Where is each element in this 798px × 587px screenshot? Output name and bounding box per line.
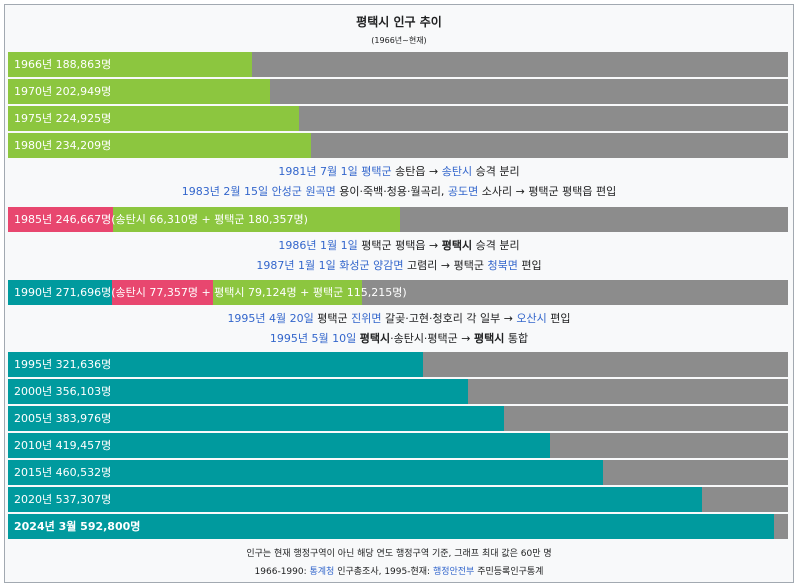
population-chart: 평택시 인구 추이 (1966년~현재) 1966년 188,863명 1970년… (4, 4, 794, 583)
note-text: 편입 (517, 259, 542, 272)
note-bold: 평택시 (441, 239, 473, 252)
bar-segment-송탄시 (8, 207, 113, 232)
note-date-link[interactable]: 1981년 7월 1일 (278, 165, 358, 178)
note-date-link[interactable]: 1995년 4월 20일 (227, 312, 314, 325)
footnote-2: 1966-1990: 통계청 인구총조사, 1995-현재: 행정안전부 주민등… (5, 564, 793, 577)
note-text: ·송탄시·평택군 → (390, 332, 475, 345)
foot-text: 1966-1990: (254, 567, 310, 577)
bar-label: 1985년 246,667명(송탄시 66,310명 + 평택군 180,357… (14, 213, 308, 226)
note-place-link[interactable]: 화성군 (339, 259, 370, 272)
bar-label: 2015년 460,532명 (14, 466, 112, 479)
bar-row-2005: 2005년 383,976명 (8, 406, 788, 431)
bar-label: 2020년 537,307명 (14, 493, 112, 506)
note-text: 평택군 평택읍 → (357, 239, 442, 252)
source-link[interactable]: 행정안전부 (432, 567, 475, 577)
chart-title: 평택시 인구 추이 (356, 15, 442, 29)
note-place-link[interactable]: 청북면 (487, 259, 518, 272)
bar-fill (8, 106, 299, 131)
bar-row-1995: 1995년 321,636명 (8, 352, 788, 377)
bar-label: 1975년 224,925명 (14, 112, 112, 125)
bar-fill (8, 352, 423, 377)
footnote-1: 인구는 현재 행정구역이 아닌 해당 연도 행정구역 기준, 그래프 최대 값은… (246, 549, 552, 559)
note-place-link[interactable]: 송탄시 (441, 165, 473, 178)
note-text: 승격 분리 (472, 165, 520, 178)
note-1987: 1987년 1월 1일 화성군 양감면 고렴리 → 평택군 청북면 편입 (5, 257, 793, 273)
note-place-link[interactable]: 공도면 (447, 185, 479, 198)
note-text: 소사리 → 평택군 평택읍 편입 (478, 185, 617, 198)
note-1981: 1981년 7월 1일 평택군 송탄읍 → 송탄시 승격 분리 (5, 163, 793, 179)
bar-fill (8, 406, 504, 431)
note-date-link[interactable]: 1983년 2월 15일 (181, 185, 269, 198)
bar-segment-송탄시 (112, 280, 213, 305)
bar-label: 1970년 202,949명 (14, 85, 112, 98)
bar-label: 1995년 321,636명 (14, 358, 112, 371)
note-date-link[interactable]: 1995년 5월 10일 (269, 332, 357, 345)
note-date-link[interactable]: 1987년 1월 1일 (256, 259, 336, 272)
note-1995a: 1995년 4월 20일 평택군 진위면 갈곶·고현·청호리 각 일부 → 오산… (5, 310, 793, 326)
note-text: 편입 (546, 312, 571, 325)
bar-row-1990: 1990년 271,696명(송탄시 77,357명 + 평택시 79,124명… (8, 280, 788, 305)
bar-label: 1990년 271,696명(송탄시 77,357명 + 평택시 79,124명… (14, 286, 407, 299)
note-place-link[interactable]: 양감면 (373, 259, 404, 272)
bar-label: 2000년 356,103명 (14, 385, 112, 398)
bar-row-1970: 1970년 202,949명 (8, 79, 788, 104)
note-place-link[interactable]: 평택군 (361, 165, 392, 178)
bar-fill (8, 133, 311, 158)
bar-segment-평택군 (113, 207, 400, 232)
note-place-link[interactable]: 원곡면 (305, 185, 336, 198)
bar-label: 2005년 383,976명 (14, 412, 112, 425)
note-text: 평택군 (313, 312, 352, 325)
note-text: 갈곶·고현·청호리 각 일부 → (381, 312, 517, 325)
bar-row-2020: 2020년 537,307명 (8, 487, 788, 512)
bar-row-2000: 2000년 356,103명 (8, 379, 788, 404)
note-text: 용이·죽백·청용·월곡리, (335, 185, 448, 198)
bar-row-1975: 1975년 224,925명 (8, 106, 788, 131)
source-link[interactable]: 통계청 (309, 567, 335, 577)
bar-fill (8, 433, 550, 458)
bar-segment-평택시 (213, 280, 362, 305)
foot-text: 주민등록인구통계 (474, 567, 544, 577)
note-place-link[interactable]: 진위면 (351, 312, 382, 325)
note-place-link[interactable]: 안성군 (271, 185, 302, 198)
bar-label: 1980년 234,209명 (14, 139, 112, 152)
note-text: 송탄읍 → (391, 165, 442, 178)
bar-label: 2010년 419,457명 (14, 439, 112, 452)
note-text: 승격 분리 (472, 239, 520, 252)
bar-fill (8, 79, 270, 104)
bar-fill (8, 514, 774, 539)
note-bold: 평택시 (359, 332, 391, 345)
chart-subtitle: (1966년~현재) (371, 36, 427, 45)
note-text: 통합 (504, 332, 529, 345)
note-place-link[interactable]: 오산시 (516, 312, 547, 325)
bar-fill (8, 460, 603, 485)
bar-row-2024-03: 2024년 3월 592,800명 (8, 514, 788, 539)
bar-row-1985: 1985년 246,667명(송탄시 66,310명 + 평택군 180,357… (8, 207, 788, 232)
foot-text: 인구총조사, 1995-현재: (334, 567, 433, 577)
note-1995b: 1995년 5월 10일 평택시·송탄시·평택군 → 평택시 통합 (5, 330, 793, 346)
note-bold: 평택시 (474, 332, 505, 345)
bar-label: 2024년 3월 592,800명 (14, 520, 141, 533)
note-1986: 1986년 1월 1일 평택군 평택읍 → 평택시 승격 분리 (5, 237, 793, 253)
bar-row-2015: 2015년 460,532명 (8, 460, 788, 485)
bar-fill (8, 52, 252, 77)
note-text: 고렴리 → 평택군 (403, 259, 488, 272)
bar-row-1966: 1966년 188,863명 (8, 52, 788, 77)
note-date-link[interactable]: 1986년 1월 1일 (278, 239, 358, 252)
bar-row-2010: 2010년 419,457명 (8, 433, 788, 458)
bar-fill (8, 379, 468, 404)
bar-row-1980: 1980년 234,209명 (8, 133, 788, 158)
bar-fill (8, 487, 702, 512)
note-1983: 1983년 2월 15일 안성군 원곡면 용이·죽백·청용·월곡리, 공도면 소… (5, 183, 793, 199)
bar-label: 1966년 188,863명 (14, 58, 112, 71)
